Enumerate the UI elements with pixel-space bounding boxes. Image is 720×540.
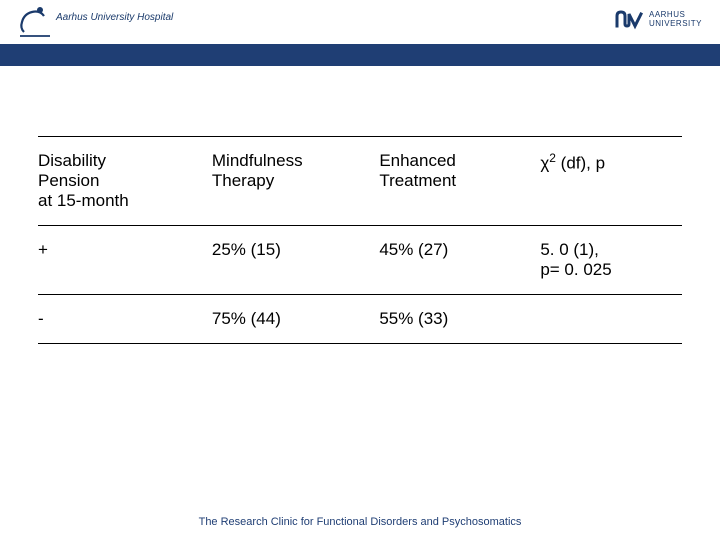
university-line2: UNIVERSITY xyxy=(649,20,702,29)
table-row: - 75% (44) 55% (33) xyxy=(38,295,682,344)
cell-r1c3 xyxy=(540,295,682,344)
header-enhanced: Enhanced Treatment xyxy=(379,137,540,226)
h1l1: Disability xyxy=(38,151,106,170)
h2l2: Therapy xyxy=(212,171,274,190)
cell-r1c2: 55% (33) xyxy=(379,295,540,344)
r0c3l2: p= 0. 025 xyxy=(540,260,611,279)
cell-r0c2: 45% (27) xyxy=(379,226,540,295)
hospital-logo-text: Aarhus University Hospital xyxy=(55,12,174,23)
hospital-logo: Aarhus University Hospital xyxy=(18,4,188,45)
cell-r1c0: - xyxy=(38,295,212,344)
chi-rest: (df), p xyxy=(556,154,605,173)
table-header-row: Disability Pension at 15-month Mindfulne… xyxy=(38,137,682,226)
header-disability: Disability Pension at 15-month xyxy=(38,137,212,226)
h2l1: Mindfulness xyxy=(212,151,303,170)
blue-bar xyxy=(0,44,720,66)
chi-symbol: χ xyxy=(540,154,549,173)
header-chi: χ2 (df), p xyxy=(540,137,682,226)
university-logo-text: AARHUS UNIVERSITY xyxy=(649,11,702,29)
university-logo-icon xyxy=(615,10,643,30)
cell-r1c1: 75% (44) xyxy=(212,295,379,344)
h3l1: Enhanced xyxy=(379,151,456,170)
footer: The Research Clinic for Functional Disor… xyxy=(0,516,720,528)
header: Aarhus University Hospital AARHUS UNIVER… xyxy=(0,0,720,44)
h1l3: at 15-month xyxy=(38,191,129,210)
cell-r0c3: 5. 0 (1), p= 0. 025 xyxy=(540,226,682,295)
content: Disability Pension at 15-month Mindfulne… xyxy=(0,66,720,344)
h3l2: Treatment xyxy=(379,171,456,190)
h1l2: Pension xyxy=(38,171,99,190)
header-mindfulness: Mindfulness Therapy xyxy=(212,137,379,226)
footer-text: The Research Clinic for Functional Disor… xyxy=(199,516,522,528)
chi-exp: 2 xyxy=(549,151,556,165)
r0c3l1: 5. 0 (1), xyxy=(540,240,599,259)
results-table: Disability Pension at 15-month Mindfulne… xyxy=(38,136,682,344)
table-row: + 25% (15) 45% (27) 5. 0 (1), p= 0. 025 xyxy=(38,226,682,295)
cell-r0c1: 25% (15) xyxy=(212,226,379,295)
university-logo: AARHUS UNIVERSITY xyxy=(615,10,702,30)
cell-r0c0: + xyxy=(38,226,212,295)
